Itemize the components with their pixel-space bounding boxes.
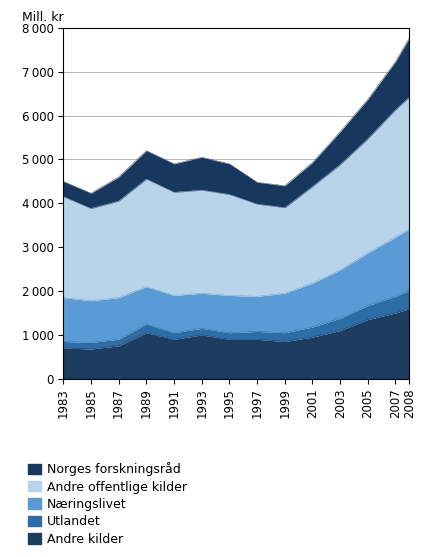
Legend: Norges forskningsråd, Andre offentlige kilder, Næringslivet, Utlandet, Andre kil: Norges forskningsråd, Andre offentlige k… — [28, 462, 187, 546]
Text: Mill. kr: Mill. kr — [22, 11, 63, 25]
